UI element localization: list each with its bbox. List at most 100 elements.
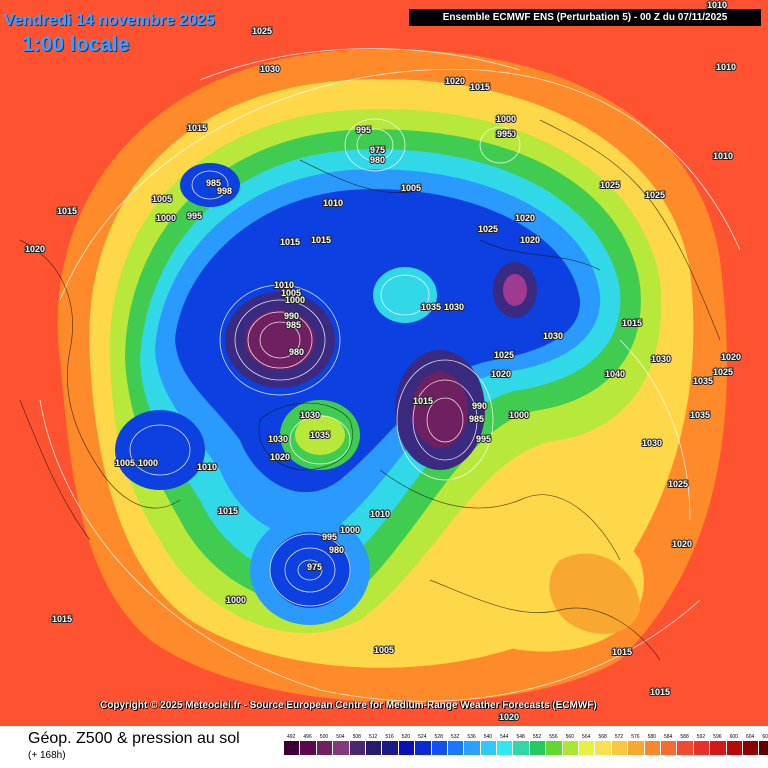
- isobar-label: 1025: [645, 190, 665, 200]
- isobar-label: 995: [497, 129, 512, 139]
- isobar-label: 1010: [713, 151, 733, 161]
- scale-label: 568: [598, 734, 607, 740]
- scale-step: 600: [725, 734, 742, 755]
- isobar-label: 1020: [499, 712, 519, 722]
- forecast-date: Vendredi 14 novembre 2025: [4, 12, 215, 29]
- legend-bar: Géop. Z500 & pression au sol (+ 168h) 49…: [0, 726, 768, 768]
- scale-label: 500: [319, 734, 329, 740]
- scale-label: 492: [287, 734, 296, 740]
- scale-label: 552: [532, 734, 542, 740]
- isobar-label: 980: [289, 347, 304, 357]
- scale-swatch: [594, 741, 611, 755]
- scale-step: 520: [397, 734, 415, 755]
- scale-label: 572: [614, 734, 624, 740]
- isobar-label: 1035: [310, 430, 330, 440]
- isobar-label: 995: [356, 125, 371, 135]
- scale-step: 588: [676, 734, 693, 755]
- scale-swatch: [430, 741, 447, 755]
- isobar-label: 1030: [543, 331, 563, 341]
- scale-label: 548: [516, 734, 525, 740]
- scale-step: 532: [446, 734, 464, 755]
- scale-step: 540: [479, 734, 497, 755]
- scale-swatch: [709, 741, 726, 755]
- isobar-label: 1015: [622, 318, 642, 328]
- scale-step: 608: [758, 734, 768, 755]
- scale-swatch: [659, 741, 677, 755]
- scale-step: 492: [283, 734, 300, 755]
- isobar-label: 1025: [478, 224, 498, 234]
- isobar-label: 1030: [300, 410, 320, 420]
- isobar-label: 1015: [612, 647, 632, 657]
- scale-step: 572: [610, 734, 628, 755]
- scale-swatch: [397, 741, 415, 755]
- scale-label: 560: [565, 734, 574, 740]
- scale-step: 568: [594, 734, 611, 755]
- isobar-label: 1005: [152, 194, 172, 204]
- scale-swatch: [479, 741, 497, 755]
- scale-step: 560: [561, 734, 579, 755]
- isobar-label: 1015: [57, 206, 77, 216]
- isobar-label: 1010: [370, 509, 390, 519]
- isobar-label: 1010: [323, 198, 343, 208]
- scale-label: 520: [401, 734, 411, 740]
- scale-label: 528: [434, 734, 443, 740]
- color-scale: 492 496 500 504 508 512 516 520 524 528 532 536 540 5…: [283, 734, 768, 755]
- scale-swatch: [463, 741, 480, 755]
- geopotential-field: 1025 1030 1020 1015 1010 1015 1005 1000 …: [0, 0, 768, 726]
- scale-swatch: [414, 741, 431, 755]
- isobar-label: 1010: [197, 462, 217, 472]
- scale-swatch: [627, 741, 644, 755]
- isobar-label: 1000: [226, 595, 246, 605]
- scale-label: 592: [696, 734, 706, 740]
- scale-label: 600: [729, 734, 738, 740]
- scale-label: 596: [713, 734, 722, 740]
- isobar-label: 1010: [716, 62, 736, 72]
- forecast-time: 1:00 locale: [22, 33, 130, 56]
- scale-step: 604: [741, 734, 759, 755]
- scale-step: 580: [643, 734, 660, 755]
- isobar-label: 1025: [600, 180, 620, 190]
- isobar-labels: 1025 1030 1020 1015 1010 1015 1005 1000 …: [24, 0, 742, 723]
- isobar-label: 995: [322, 532, 337, 542]
- isobar-label: 1030: [260, 64, 280, 74]
- isobar-label: 1010: [707, 0, 727, 10]
- isobar-label: 1005: [115, 458, 135, 468]
- scale-label: 564: [582, 734, 591, 740]
- isobar-label: 1020: [672, 539, 692, 549]
- isobar-label: 1025: [668, 479, 688, 489]
- scale-swatch: [283, 741, 300, 755]
- isobar-label: 1015: [470, 82, 490, 92]
- isobar-label: 1015: [650, 687, 670, 697]
- isobar-label: 975: [370, 145, 385, 155]
- isobar-label: 995: [476, 434, 491, 444]
- scale-swatch: [299, 741, 316, 755]
- isobar-label: 985: [206, 178, 221, 188]
- scale-swatch: [381, 741, 398, 755]
- isobar-label: 1015: [187, 123, 207, 133]
- isobar-label: 1000: [138, 458, 158, 468]
- isobar-label: 1000: [509, 410, 529, 420]
- isobar-label: 975: [307, 562, 322, 572]
- scale-swatch: [332, 741, 349, 755]
- coastlines: [19, 119, 721, 661]
- scale-label: 604: [745, 734, 755, 740]
- scale-label: 516: [385, 734, 394, 740]
- isobar-label: 985: [286, 320, 301, 330]
- scale-swatch: [512, 741, 529, 755]
- scale-label: 508: [352, 734, 361, 740]
- scale-step: 592: [692, 734, 710, 755]
- isobar-label: 985: [469, 414, 484, 424]
- isobar-label: 1020: [515, 213, 535, 223]
- isobar-label: 1010: [274, 280, 294, 290]
- scale-swatch: [676, 741, 693, 755]
- scale-swatch: [758, 741, 768, 755]
- scale-swatch: [692, 741, 710, 755]
- scale-step: 524: [414, 734, 431, 755]
- scale-swatch: [725, 741, 742, 755]
- isobar-label: 1020: [25, 244, 45, 254]
- legend-subtitle: (+ 168h): [28, 750, 66, 761]
- scale-label: 608: [762, 734, 768, 740]
- scale-label: 556: [549, 734, 558, 740]
- scale-step: 500: [315, 734, 333, 755]
- scale-swatch: [545, 741, 562, 755]
